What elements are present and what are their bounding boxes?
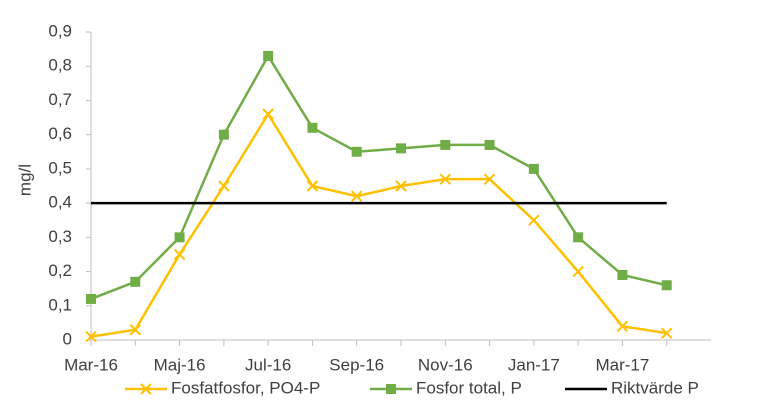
point bbox=[262, 108, 274, 120]
point bbox=[395, 180, 407, 192]
point bbox=[616, 320, 629, 333]
point bbox=[396, 143, 406, 154]
y-tick-label: 0,6 bbox=[48, 124, 72, 143]
legend-label: Fosfor total, P bbox=[416, 378, 522, 397]
point bbox=[617, 269, 628, 280]
y-axis-label: mg/l bbox=[15, 164, 34, 196]
point bbox=[440, 139, 451, 150]
y-tick-label: 0,9 bbox=[48, 21, 72, 40]
point bbox=[263, 50, 274, 61]
point bbox=[484, 139, 495, 150]
point bbox=[661, 280, 672, 291]
y-tick-label: 0,7 bbox=[48, 90, 72, 109]
legend-marker bbox=[140, 383, 152, 395]
x-tick-label: Sep-16 bbox=[329, 355, 384, 374]
point bbox=[85, 330, 97, 343]
point bbox=[129, 324, 141, 336]
point bbox=[661, 327, 673, 339]
point bbox=[439, 173, 451, 185]
point bbox=[130, 276, 141, 287]
x-tick-label: Mar-17 bbox=[595, 355, 649, 374]
x-tick-label: Mar-16 bbox=[64, 355, 118, 374]
y-tick-label: 0,2 bbox=[48, 261, 72, 280]
point bbox=[573, 232, 584, 243]
legend-marker bbox=[386, 384, 396, 394]
x-tick-label: Nov-16 bbox=[418, 355, 473, 374]
point bbox=[483, 173, 496, 185]
legend-label: Fosfatfosfor, PO4-P bbox=[171, 378, 320, 397]
y-tick-label: 0,8 bbox=[48, 56, 72, 75]
point bbox=[351, 190, 363, 202]
legend-label: Riktvärde P bbox=[611, 378, 699, 397]
point bbox=[218, 180, 230, 192]
x-tick-label: Jul-16 bbox=[245, 355, 291, 374]
point bbox=[218, 129, 229, 140]
y-tick-label: 0 bbox=[63, 329, 72, 348]
point bbox=[86, 293, 96, 304]
y-tick-label: 0,5 bbox=[48, 158, 72, 177]
point bbox=[173, 248, 186, 261]
point bbox=[351, 146, 362, 157]
series-line bbox=[90, 53, 667, 301]
point bbox=[174, 232, 185, 243]
point bbox=[528, 214, 540, 226]
y-tick-label: 0,3 bbox=[48, 227, 72, 246]
series-line bbox=[90, 111, 667, 338]
y-tick-label: 0,4 bbox=[48, 193, 72, 212]
point bbox=[528, 163, 539, 174]
x-tick-label: Maj-16 bbox=[154, 355, 206, 374]
x-tick-label: Jan-17 bbox=[508, 355, 560, 374]
point bbox=[306, 180, 319, 192]
y-tick-label: 0,1 bbox=[48, 295, 72, 314]
point bbox=[307, 122, 318, 133]
point bbox=[572, 265, 584, 278]
